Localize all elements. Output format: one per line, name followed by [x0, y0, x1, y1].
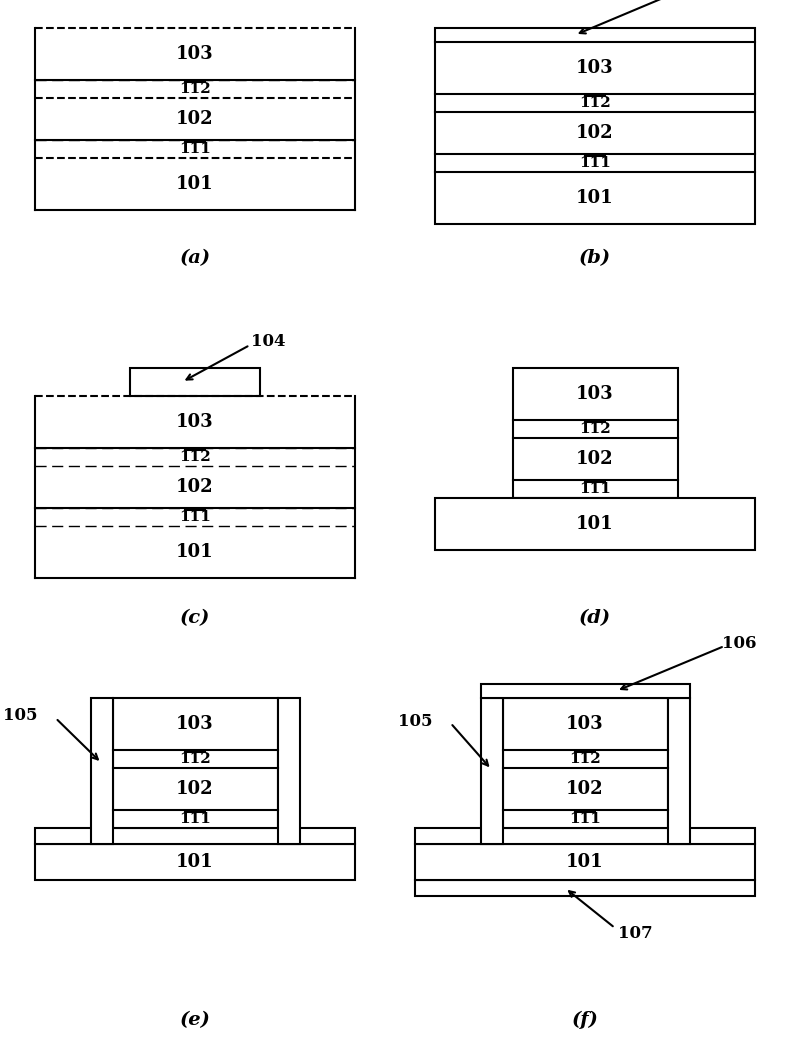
Text: (e): (e) — [179, 1011, 210, 1029]
Text: 105: 105 — [398, 712, 433, 729]
Text: 111: 111 — [179, 510, 211, 524]
Text: 103: 103 — [176, 715, 214, 733]
Text: 102: 102 — [176, 780, 214, 798]
Text: 102: 102 — [576, 450, 614, 468]
Text: 111: 111 — [579, 156, 611, 170]
Text: 105: 105 — [3, 708, 38, 725]
Text: (d): (d) — [579, 609, 611, 627]
Bar — [513, 368, 678, 497]
Text: 104: 104 — [250, 334, 286, 351]
Bar — [415, 880, 755, 896]
Text: 112: 112 — [179, 82, 211, 96]
Text: 103: 103 — [176, 414, 214, 431]
Bar — [502, 698, 667, 828]
Text: 112: 112 — [179, 752, 211, 766]
Text: 112: 112 — [579, 422, 611, 436]
Bar — [130, 368, 260, 396]
Text: 101: 101 — [576, 189, 614, 207]
Bar — [415, 844, 755, 880]
Text: 107: 107 — [618, 925, 652, 942]
Text: 101: 101 — [176, 175, 214, 193]
Bar — [278, 698, 299, 844]
Text: 102: 102 — [176, 109, 214, 128]
Bar — [35, 828, 355, 844]
Text: 102: 102 — [576, 124, 614, 142]
Text: (c): (c) — [180, 609, 210, 627]
Bar — [113, 698, 278, 828]
Text: 102: 102 — [566, 780, 604, 798]
Text: 103: 103 — [576, 385, 614, 403]
Text: 112: 112 — [569, 752, 601, 766]
Text: 101: 101 — [176, 853, 214, 871]
Bar — [481, 684, 690, 698]
Text: (a): (a) — [179, 249, 210, 267]
Bar — [667, 698, 690, 844]
Text: 101: 101 — [576, 514, 614, 533]
Bar — [35, 844, 355, 880]
Text: 112: 112 — [179, 450, 211, 465]
Text: 111: 111 — [569, 812, 601, 826]
Text: 102: 102 — [176, 478, 214, 496]
Text: 101: 101 — [176, 543, 214, 561]
Bar — [481, 698, 502, 844]
Bar — [435, 28, 755, 224]
Text: 111: 111 — [179, 142, 211, 156]
Text: (b): (b) — [579, 249, 611, 267]
Text: 106: 106 — [722, 635, 757, 652]
Text: (f): (f) — [571, 1011, 598, 1029]
Text: 103: 103 — [566, 715, 604, 733]
Bar — [415, 828, 755, 844]
Text: 112: 112 — [579, 96, 611, 109]
Text: 103: 103 — [576, 60, 614, 77]
Text: 111: 111 — [579, 482, 611, 496]
Text: 111: 111 — [179, 812, 211, 826]
Text: 103: 103 — [176, 45, 214, 63]
Text: 101: 101 — [566, 853, 604, 871]
Bar — [435, 497, 755, 550]
Bar — [90, 698, 113, 844]
